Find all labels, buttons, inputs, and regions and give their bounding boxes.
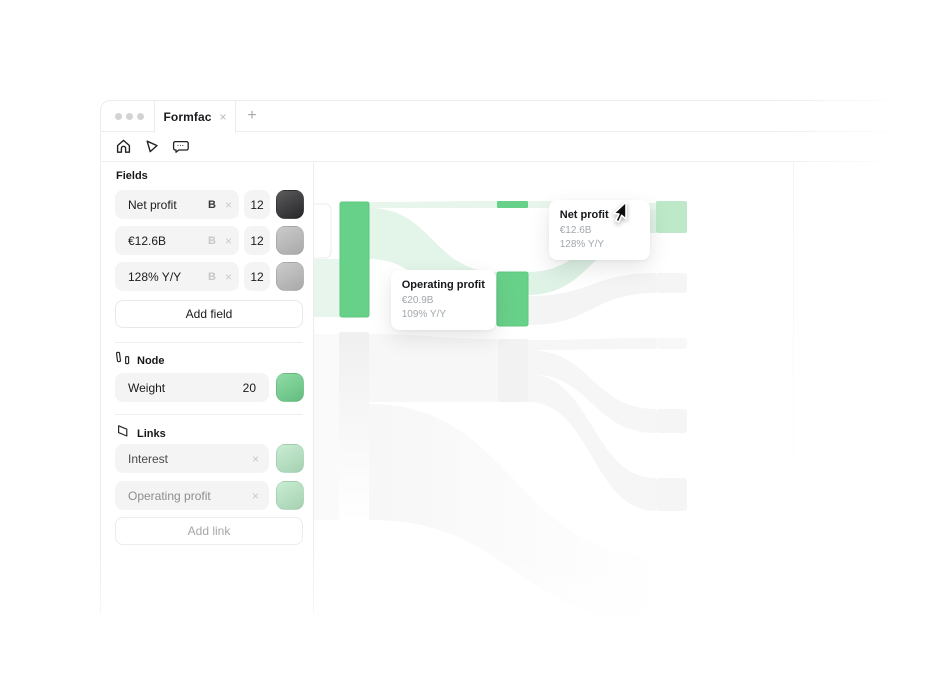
tooltip-net-profit: Net profit €12.6B 128% Y/Y [548,200,650,260]
faded-cost-square-2[interactable] [655,338,687,349]
faded-cost-square-3[interactable] [655,409,687,433]
flow-gray-inflow[interactable] [313,334,339,520]
tooltip-value: €12.6B [559,225,592,236]
font-size-input[interactable]: 12 [244,190,270,219]
add-field-button[interactable]: Add field [115,300,303,328]
home-button[interactable] [115,138,132,155]
traffic-lights [115,113,144,120]
frame-edge-line [792,162,794,522]
comment-icon [171,138,189,155]
faded-cost-square-1[interactable] [655,273,687,293]
color-swatch[interactable] [276,226,304,255]
node-section-label: Node [137,354,165,367]
link-name: Operating profit [128,488,211,503]
tooltip-value: €20.9B [401,295,434,306]
traffic-dot[interactable] [137,113,144,120]
interest-strip-node[interactable] [496,201,528,208]
toolbar [101,132,933,162]
faded-cost-node-mid[interactable] [497,339,528,402]
divider [115,342,303,343]
faded-cost-square-4[interactable] [655,478,687,511]
tab-bar: Formfac × + [101,101,933,133]
traffic-dot[interactable] [115,113,122,120]
pointer-icon [143,138,160,155]
mouse-cursor [612,201,627,223]
comment-button[interactable] [171,138,189,155]
links-icon [116,424,130,443]
tooltip-title: Net profit [559,209,609,221]
fields-section-label: Fields [116,170,148,182]
browser-window: Formfac × + [100,100,933,614]
traffic-dot[interactable] [126,113,133,120]
node-weight-row[interactable]: Weight 20 [115,373,269,402]
flow-cost-mid-to-sq2[interactable] [527,338,656,350]
tooltip-yoy: 128% Y/Y [559,239,605,250]
node-icon [115,351,130,370]
pointer-tool-button[interactable] [143,138,160,155]
tooltip-title: Operating profit [401,279,485,291]
tab-close-icon[interactable]: × [219,110,227,124]
remove-link-icon[interactable]: × [251,451,259,466]
color-swatch[interactable] [276,190,304,219]
tooltip-operating-profit: Operating profit €20.9B 109% Y/Y [390,270,496,330]
font-size-input[interactable]: 12 [244,262,270,291]
node-color-swatch[interactable] [276,373,304,402]
color-swatch[interactable] [276,262,304,291]
divider [115,414,303,415]
field-name: 128% Y/Y [128,269,182,284]
link-row-operating-profit[interactable]: Operating profit × [115,481,269,510]
net-profit-node[interactable] [655,201,687,233]
weight-label: Weight [128,380,166,395]
field-name: €12.6B [128,233,167,248]
link-color-swatch[interactable] [276,481,304,510]
flow-cost-left-to-mid[interactable] [368,334,498,402]
operating-profit-node[interactable] [496,271,529,327]
flow-cost-mid-to-sq4[interactable] [527,374,656,511]
flow-cost-mid-to-sq3[interactable] [527,350,656,433]
links-section-label: Links [137,427,166,440]
gross-profit-node[interactable] [339,201,370,318]
weight-value[interactable]: 20 [242,380,256,395]
remove-field-icon[interactable]: × [224,197,232,212]
flow-cost-left-sweep[interactable] [368,404,661,614]
link-row-interest[interactable]: Interest × [115,444,269,473]
bold-toggle[interactable]: B [208,198,216,211]
properties-sidebar: Fields Net profit B × 12 €12.6B B × 12 [101,162,314,614]
link-color-swatch[interactable] [276,444,304,473]
field-row-net-profit[interactable]: Net profit B × [115,190,239,219]
remove-field-icon[interactable]: × [224,269,232,284]
flow-link-interest[interactable] [368,201,497,208]
font-size-input[interactable]: 12 [244,226,270,255]
node-section-header: Node [115,351,165,370]
add-link-button[interactable]: Add link [115,517,303,545]
tab-title: Formfac [163,110,212,124]
links-section-header: Links [116,424,166,443]
faded-cost-node-left[interactable] [338,332,369,522]
sankey-canvas[interactable]: Operating profit €20.9B 109% Y/Y Net pro… [313,162,933,614]
tooltip-yoy: 109% Y/Y [401,309,447,320]
bold-toggle[interactable]: B [208,234,216,247]
remove-link-icon[interactable]: × [251,488,259,503]
home-icon [115,138,132,155]
tab-formfac[interactable]: Formfac × [154,101,236,133]
field-name: Net profit [128,197,177,212]
field-row-value[interactable]: €12.6B B × [115,226,239,255]
hidden-source-node[interactable] [313,203,332,259]
flow-operating-to-cost1[interactable] [527,273,656,325]
link-name: Interest [128,451,169,466]
new-tab-button[interactable]: + [247,107,257,124]
flow-inflow-green[interactable] [313,259,340,317]
bold-toggle[interactable]: B [208,270,216,283]
remove-field-icon[interactable]: × [224,233,232,248]
field-row-yoy[interactable]: 128% Y/Y B × [115,262,239,291]
